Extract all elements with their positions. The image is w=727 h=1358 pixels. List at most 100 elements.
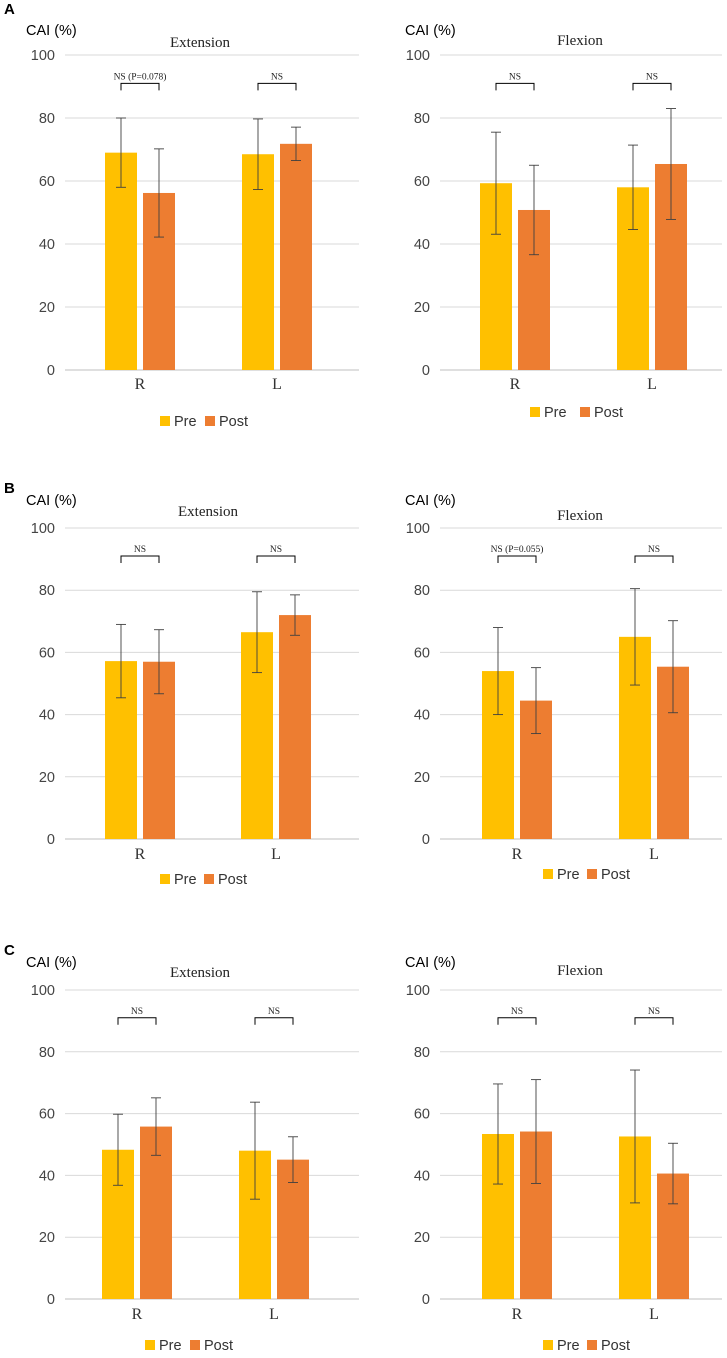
y-axis-label: CAI (%) — [26, 955, 77, 971]
significance-bracket — [120, 555, 160, 563]
y-tick-label: 60 — [39, 1107, 55, 1123]
chart-panel: CAI (%) Flexion 0 20 40 60 80 100 NS R NS L Pre Post — [405, 23, 722, 421]
y-tick-label: 80 — [39, 111, 55, 127]
y-tick-label: 20 — [39, 300, 55, 316]
y-tick-label: 40 — [39, 237, 55, 253]
chart-title: Flexion — [557, 508, 603, 524]
legend-post-swatch — [587, 869, 597, 879]
x-tick-label: R — [135, 376, 146, 393]
legend-post-swatch — [587, 1340, 597, 1350]
significance-label: NS — [134, 545, 146, 555]
y-axis-label: CAI (%) — [405, 955, 456, 971]
y-tick-label: 20 — [39, 1230, 55, 1246]
x-tick-label: R — [512, 846, 523, 863]
significance-label: NS — [131, 1007, 143, 1017]
legend-post-label: Post — [601, 867, 630, 883]
x-tick-label: R — [510, 376, 521, 393]
chart-panel: A CAI (%) Extension 0 20 40 60 80 100 NS (P=0.078… — [4, 1, 359, 430]
legend-pre-label: Pre — [159, 1338, 182, 1354]
bar-pre — [242, 154, 274, 370]
chart-panel: C CAI (%) Extension 0 20 40 60 80 100 NS R NS L Pre Po… — [4, 942, 359, 1354]
y-tick-label: 80 — [414, 111, 430, 127]
chart-panel: B CAI (%) Extension 0 20 40 60 80 100 NS R NS L Pre Po… — [4, 480, 359, 888]
y-tick-label: 60 — [414, 645, 430, 661]
legend-post-swatch — [190, 1340, 200, 1350]
legend: Pre Post — [160, 414, 248, 430]
bar-post — [280, 143, 312, 370]
legend-pre-label: Pre — [174, 872, 197, 888]
y-tick-label: 80 — [39, 1045, 55, 1061]
y-axis-label: CAI (%) — [405, 493, 456, 509]
chart-panel: CAI (%) Flexion 0 20 40 60 80 100 NS R NS L Pre Post — [405, 955, 722, 1354]
significance-bracket — [117, 1017, 157, 1025]
chart-title: Extension — [178, 504, 238, 520]
y-tick-label: 100 — [406, 48, 430, 64]
legend-post-label: Post — [218, 872, 247, 888]
y-axis-label: CAI (%) — [26, 493, 77, 509]
significance-label: NS — [271, 72, 283, 82]
significance-bracket — [495, 82, 535, 91]
significance-bracket — [254, 1017, 294, 1025]
panel-letter: C — [4, 942, 15, 959]
y-tick-label: 60 — [39, 174, 55, 190]
legend-pre-swatch — [160, 874, 170, 884]
legend: Pre Post — [543, 867, 630, 883]
y-tick-label: 20 — [414, 770, 430, 786]
y-tick-label: 40 — [414, 708, 430, 724]
bar-pre — [105, 152, 137, 370]
y-tick-label: 100 — [31, 983, 55, 999]
legend-pre-label: Pre — [174, 414, 197, 430]
legend-pre-swatch — [160, 416, 170, 426]
y-tick-label: 60 — [414, 1107, 430, 1123]
y-tick-label: 0 — [422, 363, 430, 379]
y-tick-label: 40 — [39, 1168, 55, 1184]
x-tick-label: L — [647, 376, 657, 393]
panel-letter: B — [4, 480, 15, 497]
y-tick-label: 100 — [31, 48, 55, 64]
legend-pre-label: Pre — [557, 867, 580, 883]
legend-post-label: Post — [601, 1338, 630, 1354]
significance-bracket — [497, 555, 537, 563]
significance-label: NS (P=0.055) — [491, 544, 544, 555]
legend-post-swatch — [204, 874, 214, 884]
x-tick-label: R — [512, 1306, 523, 1323]
y-tick-label: 20 — [414, 1230, 430, 1246]
x-tick-label: R — [135, 846, 146, 863]
y-tick-label: 80 — [414, 1045, 430, 1061]
y-tick-label: 0 — [47, 832, 55, 848]
significance-bracket — [257, 82, 297, 91]
legend-pre-swatch — [145, 1340, 155, 1350]
panel-letter: A — [4, 1, 15, 18]
y-tick-label: 40 — [414, 1168, 430, 1184]
y-axis-label: CAI (%) — [26, 23, 77, 39]
significance-bracket — [634, 555, 674, 563]
legend-post-swatch — [205, 416, 215, 426]
x-tick-label: L — [649, 1306, 659, 1323]
y-axis-label: CAI (%) — [405, 23, 456, 39]
significance-bracket — [256, 555, 296, 563]
significance-label: NS — [646, 72, 658, 82]
y-tick-label: 60 — [414, 174, 430, 190]
significance-label: NS (P=0.078) — [114, 71, 167, 82]
x-tick-label: L — [269, 1306, 279, 1323]
legend-pre-label: Pre — [544, 405, 567, 421]
legend: Pre Post — [543, 1338, 630, 1354]
y-tick-label: 20 — [39, 770, 55, 786]
significance-bracket — [632, 82, 672, 91]
y-tick-label: 80 — [39, 583, 55, 599]
legend-pre-swatch — [530, 407, 540, 417]
significance-bracket — [497, 1017, 537, 1025]
y-tick-label: 80 — [414, 583, 430, 599]
y-tick-label: 20 — [414, 300, 430, 316]
y-tick-label: 100 — [406, 521, 430, 537]
significance-bracket — [634, 1017, 674, 1025]
x-tick-label: L — [272, 376, 282, 393]
legend-pre-swatch — [543, 869, 553, 879]
legend-pre-swatch — [543, 1340, 553, 1350]
significance-label: NS — [648, 1007, 660, 1017]
chart-title: Extension — [170, 965, 230, 981]
legend: Pre Post — [160, 872, 247, 888]
y-tick-label: 40 — [414, 237, 430, 253]
y-tick-label: 60 — [39, 645, 55, 661]
